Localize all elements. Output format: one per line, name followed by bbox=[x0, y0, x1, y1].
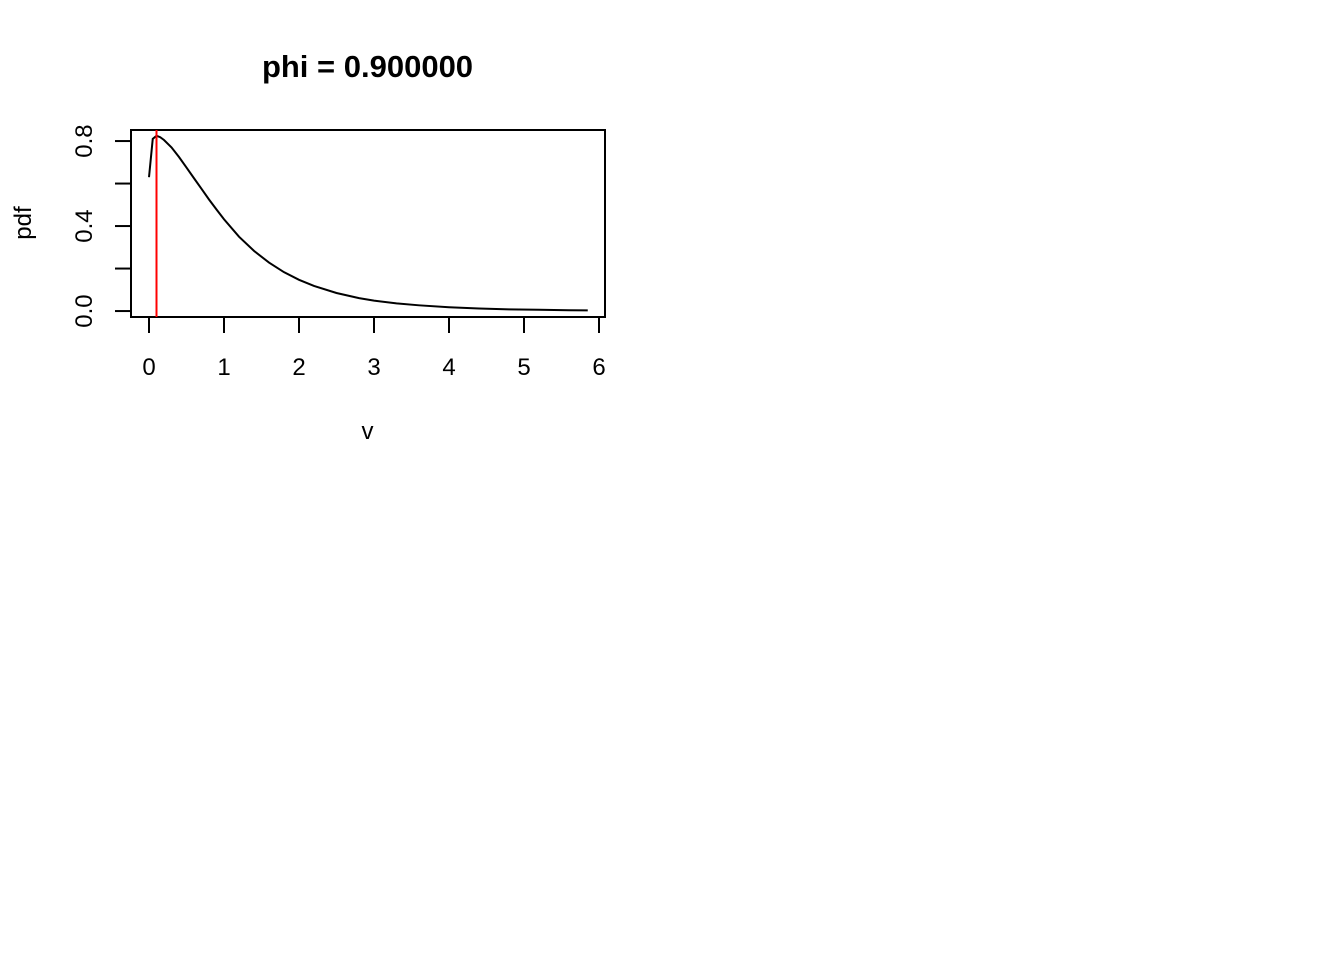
x-tick-label: 3 bbox=[367, 354, 380, 381]
x-tick-label: 4 bbox=[442, 354, 455, 381]
x-tick-label: 2 bbox=[292, 354, 305, 381]
y-axis-label: pdf bbox=[10, 206, 37, 240]
y-tick-label: 0.4 bbox=[71, 209, 98, 242]
chart-title: phi = 0.900000 bbox=[262, 49, 473, 84]
x-tick-label: 6 bbox=[592, 354, 605, 381]
plot-frame bbox=[130, 129, 606, 318]
y-tick-label: 0.0 bbox=[71, 294, 98, 327]
x-tick-label: 0 bbox=[142, 354, 155, 381]
pdf-curve bbox=[148, 134, 588, 312]
x-axis: 0 1 2 3 4 5 6 bbox=[142, 316, 606, 381]
series-layer bbox=[148, 130, 588, 317]
x-axis-label: v bbox=[362, 418, 374, 445]
x-tick-label: 5 bbox=[517, 354, 530, 381]
y-tick-label: 0.8 bbox=[71, 124, 98, 157]
x-tick-label: 1 bbox=[217, 354, 230, 381]
y-axis: 0.0 0.4 0.8 bbox=[71, 124, 132, 328]
